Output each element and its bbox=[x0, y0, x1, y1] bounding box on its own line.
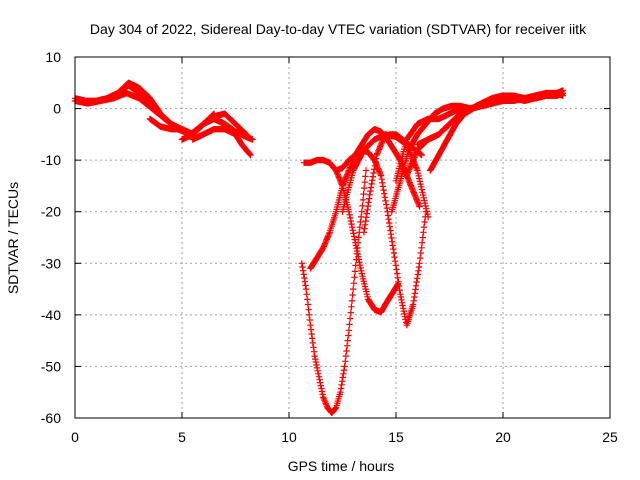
x-tick-label: 5 bbox=[178, 429, 186, 445]
y-tick-label: -10 bbox=[41, 152, 61, 168]
x-tick-label: 20 bbox=[495, 429, 511, 445]
y-tick-label: -50 bbox=[41, 358, 61, 374]
data-point-markers bbox=[298, 167, 370, 416]
x-tick-label: 25 bbox=[602, 429, 618, 445]
series-arc-7 bbox=[210, 115, 250, 138]
y-tick-label: -40 bbox=[41, 307, 61, 323]
y-axis-label: SDTVAR / TECUs bbox=[5, 182, 21, 294]
x-axis-label: GPS time / hours bbox=[288, 458, 395, 474]
y-tick-label: -60 bbox=[41, 410, 61, 426]
y-tick-label: -30 bbox=[41, 255, 61, 271]
data-points bbox=[71, 79, 567, 416]
plot-frame bbox=[74, 56, 611, 419]
data-point-markers bbox=[210, 115, 250, 138]
y-tick-labels: 10 0 -10 -20 -30 -40 -50 -60 bbox=[41, 49, 61, 426]
series-arc-8 bbox=[298, 167, 370, 416]
series-arc-18 bbox=[427, 89, 567, 174]
chart-title: Day 304 of 2022, Sidereal Day-to-day VTE… bbox=[90, 21, 587, 37]
data-point-markers bbox=[189, 126, 254, 159]
data-point-markers bbox=[427, 89, 567, 174]
y-tick-label: 0 bbox=[53, 101, 61, 117]
x-tick-label: 15 bbox=[388, 429, 404, 445]
x-tick-label: 0 bbox=[71, 429, 79, 445]
series-arc-6 bbox=[189, 126, 254, 159]
y-tick-label: 10 bbox=[45, 49, 61, 65]
grid bbox=[75, 57, 610, 418]
y-tick-label: -20 bbox=[41, 204, 61, 220]
x-tick-labels: 0 5 10 15 20 25 bbox=[71, 429, 618, 445]
x-tick-label: 10 bbox=[281, 429, 297, 445]
